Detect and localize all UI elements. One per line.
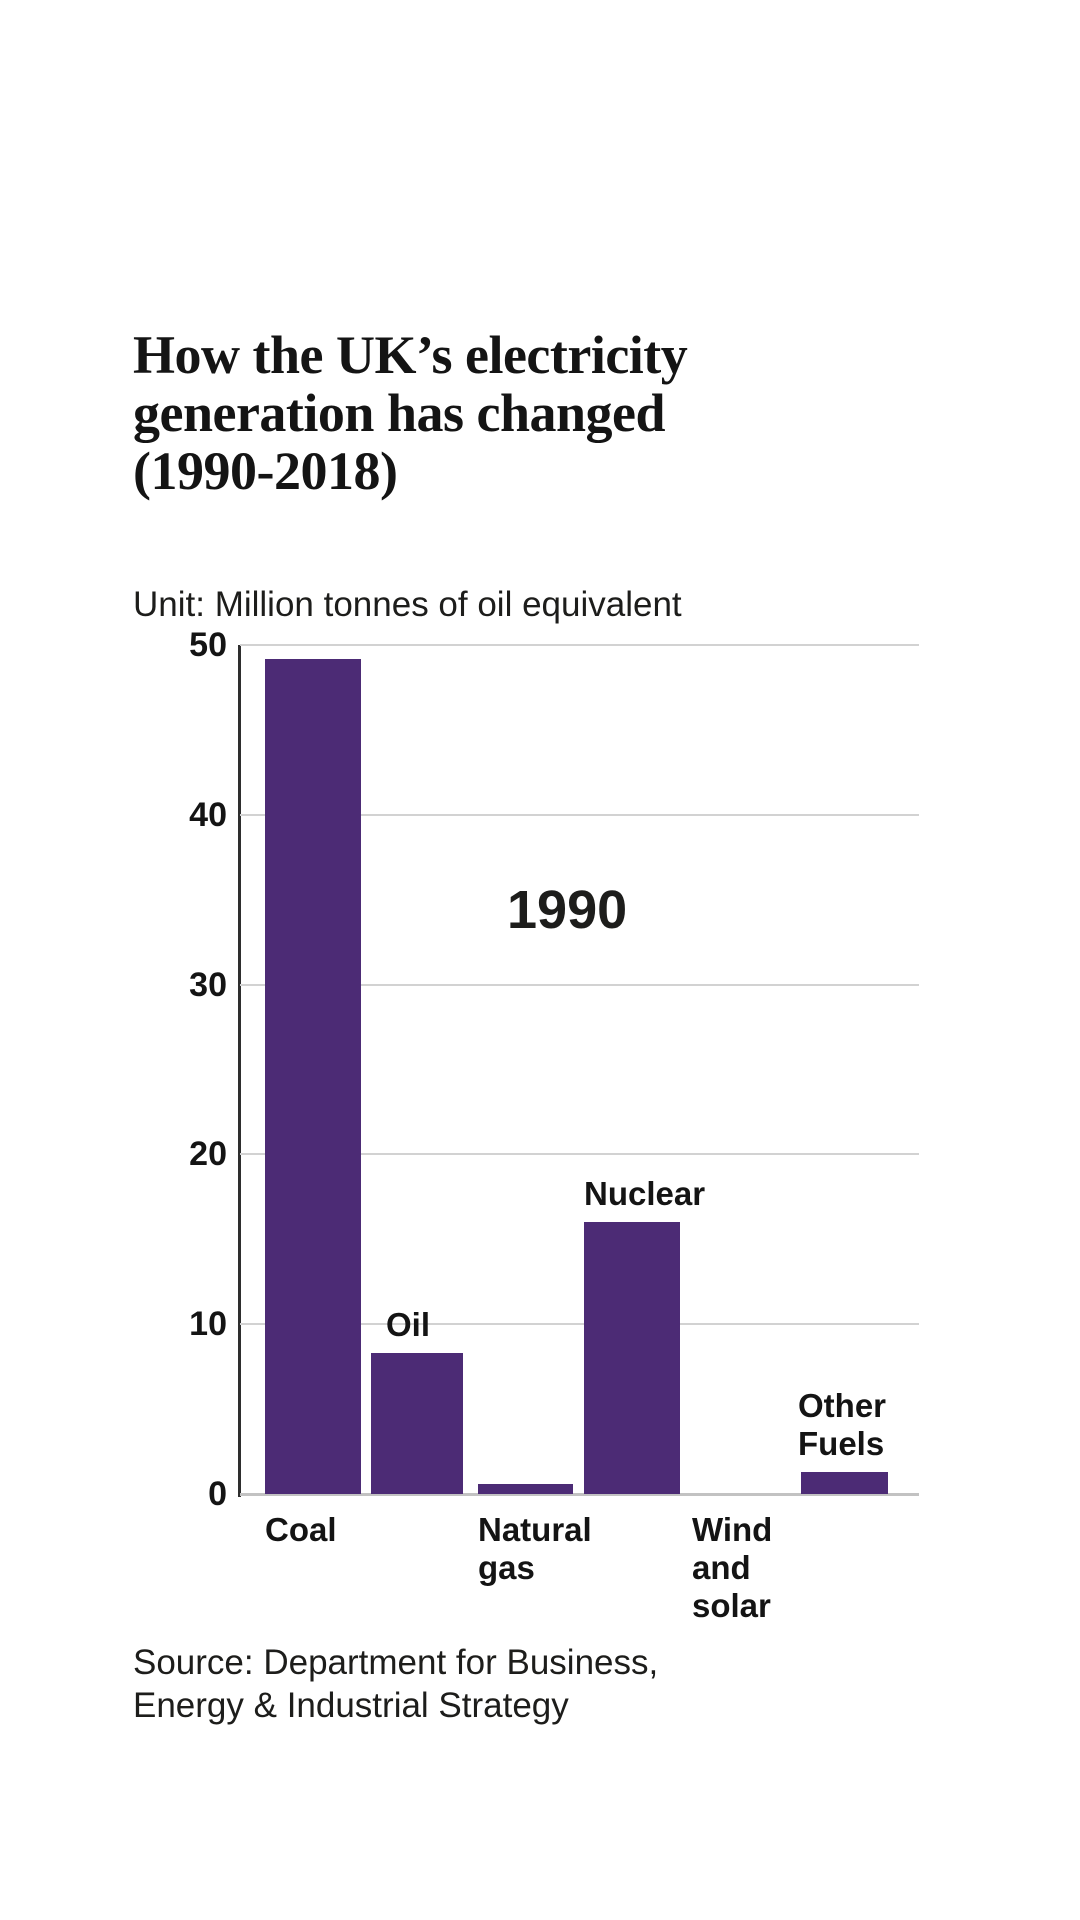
category-label-line: Other: [798, 1386, 887, 1424]
category-label-line: Natural: [478, 1511, 592, 1548]
chart-title-line: How the UK’s electricity: [133, 325, 688, 385]
source-line: Source: Department for Business,: [133, 1643, 659, 1682]
plot-area: 1990 50 40 30 20 10 0 Coal Oil Natural gas Nuclear…: [189, 627, 919, 1624]
gridline-y-30: [240, 983, 919, 986]
source-line: Energy & Industrial Strategy: [133, 1686, 569, 1725]
category-label-other-fuels: Other Fuels: [798, 1387, 886, 1463]
y-tick-label-20: 20: [189, 1135, 227, 1174]
category-label-line: and: [692, 1549, 751, 1586]
y-tick-label-50: 50: [189, 626, 227, 664]
category-label-line: gas: [478, 1549, 535, 1586]
y-tick-label-10: 10: [189, 1305, 227, 1344]
chart-title: How the UK’s electricity generation has …: [133, 326, 893, 500]
chart-title-line: (1990-2018): [133, 441, 398, 501]
gridline-y-0: [240, 1493, 919, 1496]
category-label-line: Fuels: [798, 1424, 885, 1462]
year-annotation: 1990: [507, 880, 628, 940]
bar-oil: [371, 1353, 463, 1494]
category-label-line: Oil: [386, 1306, 431, 1344]
category-label-line: solar: [692, 1587, 771, 1624]
y-tick-label-0: 0: [208, 1475, 227, 1513]
y-axis-line: [238, 645, 241, 1497]
category-label-oil: Oil: [386, 1306, 430, 1344]
bar-nuclear: [584, 1222, 680, 1494]
source-note: Source: Department for Business, Energy …: [133, 1641, 658, 1727]
gridline-y-20: [240, 1153, 919, 1156]
category-label-nuclear: Nuclear: [584, 1175, 705, 1213]
bar-other-fuels: [801, 1471, 888, 1494]
category-label-wind-and-solar: Wind and solar: [692, 1511, 772, 1625]
chart-title-line: generation has changed: [133, 383, 666, 443]
category-label-line: Coal: [265, 1511, 337, 1548]
gridline-y-50: [240, 644, 919, 646]
gridline-y-10: [240, 1323, 919, 1326]
y-tick-label-30: 30: [189, 965, 227, 1004]
unit-label: Unit: Million tonnes of oil equivalent: [133, 585, 682, 624]
category-label-line: Nuclear: [584, 1175, 706, 1213]
category-label-line: Wind: [692, 1511, 773, 1548]
category-label-natural-gas: Natural gas: [478, 1511, 592, 1587]
y-tick-label-40: 40: [189, 795, 227, 834]
bar-coal: [265, 658, 361, 1494]
category-label-coal: Coal: [265, 1511, 337, 1549]
bar-natural-gas: [478, 1483, 573, 1494]
gridline-y-40: [240, 813, 919, 816]
